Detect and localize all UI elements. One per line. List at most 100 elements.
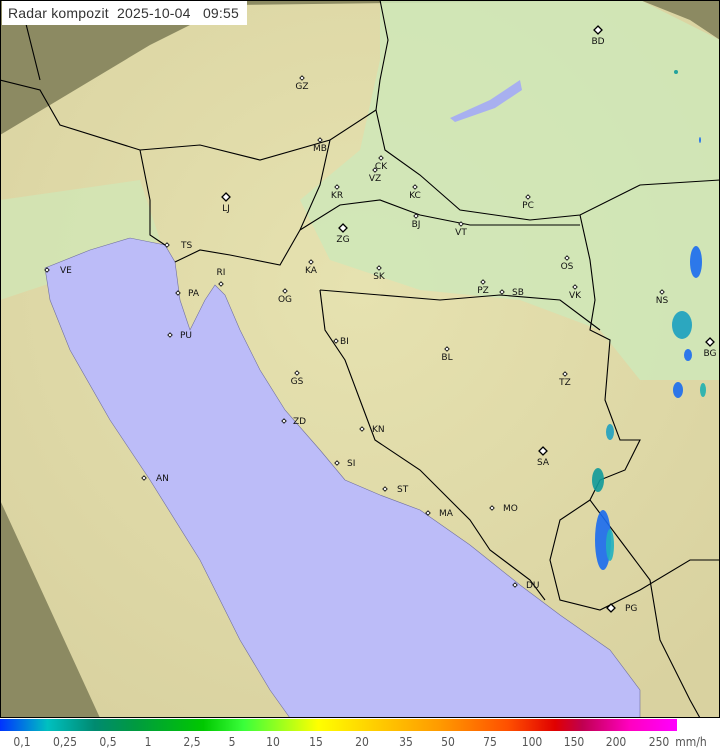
- city-marker-icon: [281, 418, 287, 424]
- city-label: SK: [373, 272, 386, 282]
- city-marker-icon: [175, 290, 181, 296]
- city-label: ZD: [293, 417, 306, 427]
- city-label: AN: [156, 474, 169, 484]
- rain-echo: [592, 468, 604, 492]
- city-label: PU: [180, 331, 192, 341]
- city-label: PG: [625, 604, 637, 614]
- city-marker-icon: [412, 184, 418, 190]
- city-marker-icon: [593, 25, 603, 35]
- rain-echo: [672, 311, 692, 339]
- city-marker-icon: [378, 155, 384, 161]
- city-marker-icon: [444, 346, 450, 352]
- city-label: MA: [439, 509, 454, 519]
- precipitation-echoes: [592, 70, 706, 570]
- po-plain: [0, 180, 160, 300]
- legend-tick: 0,5: [99, 735, 117, 749]
- city-label: MO: [503, 504, 518, 514]
- city-label: KN: [372, 425, 385, 435]
- city-marker-icon: [499, 289, 505, 295]
- city-marker-icon: [489, 505, 495, 511]
- rain-echo: [606, 424, 614, 440]
- city-marker-icon: [458, 221, 464, 227]
- legend-tick: 0,1: [13, 735, 31, 749]
- city-label: VT: [455, 228, 467, 238]
- city-label: GZ: [295, 82, 308, 92]
- city-label: VK: [569, 291, 582, 301]
- rain-echo: [700, 383, 706, 397]
- city-marker-icon: [294, 370, 300, 376]
- city-label: SB: [512, 288, 524, 298]
- city-marker-icon: [164, 242, 170, 248]
- city-label: DU: [526, 581, 540, 591]
- title-date: 2025-10-04: [117, 5, 191, 21]
- rain-echo: [674, 70, 678, 74]
- city-marker-icon: [376, 265, 382, 271]
- city-label: KR: [331, 191, 343, 201]
- city-label: KC: [409, 191, 421, 201]
- city-marker-icon: [333, 338, 339, 344]
- legend-tick: 100: [521, 735, 543, 749]
- rain-echo: [606, 529, 614, 561]
- city-marker-icon: [606, 603, 616, 613]
- city-label: PC: [522, 201, 534, 211]
- city-label: GS: [291, 377, 304, 387]
- city-marker-icon: [413, 213, 419, 219]
- city-marker-icon: [221, 192, 231, 202]
- city-label: BI: [340, 337, 349, 347]
- legend-unit: mm/h: [675, 735, 707, 749]
- legend-tick: 5: [228, 735, 236, 749]
- balaton-lake: [450, 80, 522, 122]
- rain-echo: [684, 349, 692, 361]
- city-marker-icon: [334, 184, 340, 190]
- legend-tick: 75: [483, 735, 497, 749]
- city-label: BD: [591, 37, 604, 47]
- city-marker-icon: [359, 426, 365, 432]
- city-marker-icon: [382, 486, 388, 492]
- city-label: OG: [278, 295, 292, 305]
- radar-map[interactable]: GZ BD MB CK VZ KR KC LJ ZG BJ VT PC TS VE RI KA SK OS PA OG…: [0, 0, 720, 718]
- city-marker-icon: [564, 255, 570, 261]
- city-marker-icon: [659, 289, 665, 295]
- city-marker-icon: [572, 284, 578, 290]
- city-label: PZ: [477, 286, 489, 296]
- legend-tick: 10: [266, 735, 280, 749]
- rain-echo: [690, 246, 702, 278]
- title-label: Radar kompozit: [8, 5, 109, 21]
- city-marker-icon: [480, 279, 486, 285]
- adriatic-sea: [44, 237, 641, 718]
- city-marker-icon: [44, 267, 50, 273]
- city-markers: GZ BD MB CK VZ KR KC LJ ZG BJ VT PC TS VE RI KA SK OS PA OG…: [44, 25, 717, 614]
- legend-tick: 1: [144, 735, 152, 749]
- city-marker-icon: [372, 167, 378, 173]
- city-marker-icon: [167, 332, 173, 338]
- legend-tick: 2,5: [183, 735, 201, 749]
- city-label: LJ: [222, 204, 230, 214]
- city-label: VE: [60, 266, 72, 276]
- legend-tick: 50: [441, 735, 455, 749]
- map-title: Radar kompozit 2025-10-04 09:55: [2, 1, 247, 25]
- city-label: SA: [537, 458, 550, 468]
- city-label: MB: [313, 144, 327, 154]
- city-label: ST: [397, 485, 409, 495]
- city-label: BG: [704, 349, 717, 359]
- city-label: BL: [441, 353, 452, 363]
- city-marker-icon: [317, 137, 323, 143]
- city-label: PA: [188, 289, 200, 299]
- city-marker-icon: [538, 446, 548, 456]
- city-marker-icon: [299, 75, 305, 81]
- legend-tick: 20: [355, 735, 369, 749]
- rain-echo: [673, 382, 683, 398]
- city-label: RI: [217, 268, 226, 278]
- city-marker-icon: [525, 194, 531, 200]
- city-label: CK: [375, 162, 388, 172]
- city-label: SI: [347, 459, 355, 469]
- city-label: VZ: [369, 174, 381, 184]
- city-label: TZ: [558, 378, 571, 388]
- city-label: KA: [305, 266, 318, 276]
- city-label: OS: [561, 262, 574, 272]
- legend-tick: 15: [309, 735, 323, 749]
- city-label: NS: [656, 296, 669, 306]
- legend-tick: 35: [399, 735, 413, 749]
- city-label: ZG: [336, 235, 349, 245]
